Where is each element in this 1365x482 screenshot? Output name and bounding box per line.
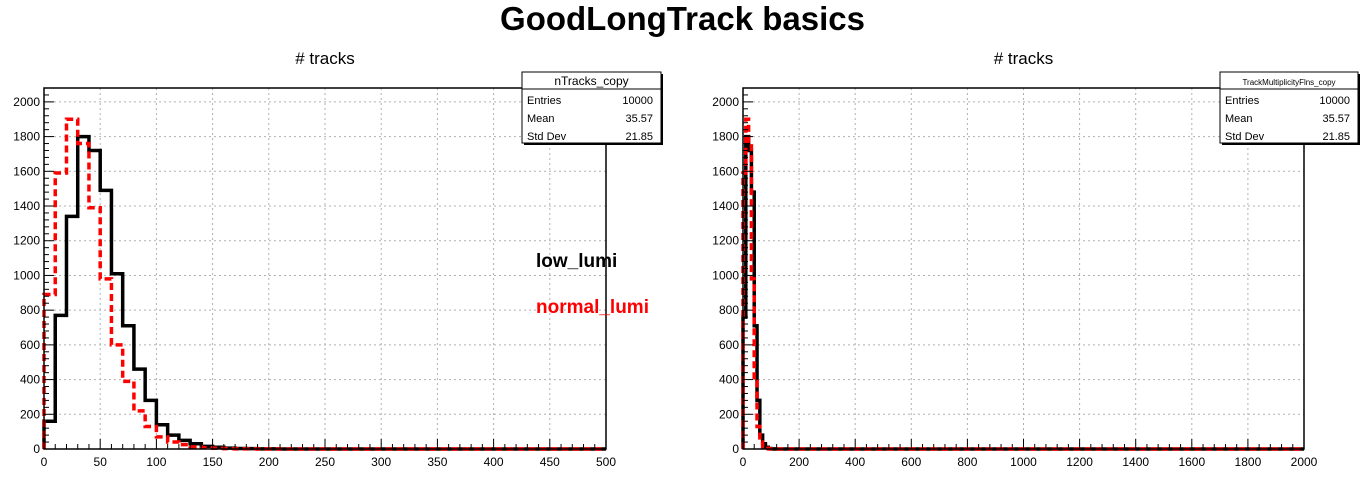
stats-row-value: 21.85 [1322,131,1350,143]
x-tick-label: 1000 [1010,455,1037,469]
x-tick-label: 1200 [1066,455,1093,469]
y-tick-label: 1000 [712,268,739,282]
stats-row-label: Mean [527,113,555,125]
stats-box-frame [1219,71,1359,144]
stats-box-name: nTracks_copy [554,74,628,88]
chart-2: # tracks 0 200 400 600 800 1000 1200 1400 1600 180… [712,49,1360,469]
y-tick-label: 1400 [13,199,40,213]
x-tick-label: 250 [315,455,335,469]
y-axis [743,87,753,450]
x-tick-label: 400 [484,455,504,469]
stats-row-value: 10000 [1319,95,1350,107]
y-tick-label: 1200 [712,234,739,248]
stats-box: TrackMultiplicityFlns_copy Entries 10000 Me… [1219,71,1360,145]
x-tick-label: 350 [427,455,447,469]
grid [44,88,606,449]
stats-box-frame [521,71,662,144]
legend-normal_lumi: normal_lumi [536,297,649,318]
stats-row-value: 21.85 [625,131,653,143]
x-tick-label: 2000 [1291,455,1318,469]
x-tick-label: 0 [740,455,747,469]
y-tick-label: 200 [20,407,40,421]
grid [743,88,1304,449]
stats-box-name: TrackMultiplicityFlns_copy [1242,78,1335,87]
y-tick-label: 400 [20,373,40,387]
x-tick-label: 50 [94,455,108,469]
y-tick-label: 2000 [712,95,739,109]
stats-row-label: Std Dev [1225,131,1265,143]
y-tick-label: 0 [33,442,40,456]
x-tick-label: 400 [845,455,865,469]
y-tick-label: 1800 [712,130,739,144]
chart-1: # tracks 0 50 100 150 200 250 300 350 400 450 500 0 2… [13,49,663,469]
y-tick-label: 1600 [712,164,739,178]
stats-box: nTracks_copy Entries 10000 Mean 35.57 Std Dev… [521,71,663,145]
chart-title: # tracks [994,49,1054,68]
x-tick-label: 0 [41,455,48,469]
x-tick-label: 100 [146,455,166,469]
x-tick-label: 800 [957,455,977,469]
y-tick-label: 800 [20,303,40,317]
y-tick-label: 400 [719,373,739,387]
x-axis [742,439,1305,449]
y-tick-label: 200 [719,407,739,421]
y-tick-label: 1800 [13,130,40,144]
x-tick-label: 200 [789,455,809,469]
x-tick-label: 300 [371,455,391,469]
y-tick-label: 2000 [13,95,40,109]
x-tick-label: 600 [901,455,921,469]
y-tick-label: 1400 [712,199,739,213]
y-tick-label: 1600 [13,164,40,178]
x-tick-label: 1600 [1178,455,1205,469]
y-tick-label: 600 [20,338,40,352]
page-title: GoodLongTrack basics [500,0,865,37]
y-tick-label: 1000 [13,268,40,282]
chart-title: # tracks [295,49,355,68]
stats-row-value: 10000 [622,95,653,107]
stats-row-label: Std Dev [527,131,567,143]
x-tick-label: 500 [596,455,616,469]
stats-row-label: Mean [1225,113,1253,125]
x-tick-label: 1400 [1122,455,1149,469]
x-axis [43,439,607,449]
y-tick-label: 800 [719,303,739,317]
stats-row-value: 35.57 [1322,113,1350,125]
stats-row-value: 35.57 [625,113,653,125]
x-tick-label: 450 [540,455,560,469]
y-tick-label: 600 [719,338,739,352]
y-tick-label: 1200 [13,234,40,248]
x-tick-label: 200 [259,455,279,469]
x-tick-label: 1800 [1235,455,1262,469]
y-axis [44,87,54,450]
y-tick-label: 0 [732,442,739,456]
stats-row-label: Entries [527,95,562,107]
x-tick-label: 150 [203,455,223,469]
legend-low_lumi: low_lumi [536,251,617,272]
stats-row-label: Entries [1225,95,1260,107]
